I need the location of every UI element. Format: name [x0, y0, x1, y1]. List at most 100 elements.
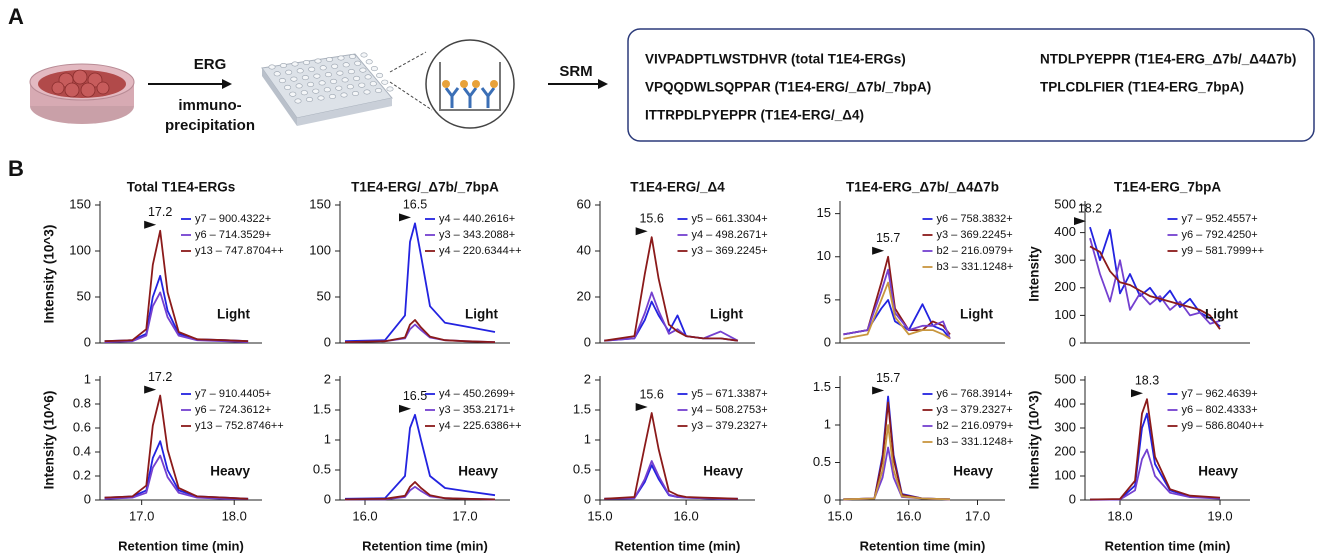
y-tick-label: 400: [1054, 395, 1076, 410]
y-tick-label: 2: [324, 371, 331, 386]
condition-label: Heavy: [210, 464, 250, 479]
x-axis-label: Retention time (min): [615, 538, 741, 553]
peak-arrow: [872, 386, 885, 395]
zoom-line: [389, 81, 433, 111]
peak-arrow: [144, 220, 157, 229]
well: [285, 69, 293, 75]
series-line: [344, 222, 496, 343]
peak-arrow: [1074, 217, 1086, 226]
legend-label: y4 – 220.6344++: [439, 245, 522, 257]
y-tick-label: 200: [1054, 443, 1076, 458]
y-tick-label: 1: [84, 371, 91, 386]
x-tick-label: 15.0: [587, 508, 612, 523]
x-tick-label: 18.0: [222, 508, 247, 523]
arrow-head: [598, 79, 608, 89]
peak-label: 15.6: [639, 387, 663, 401]
well: [340, 92, 348, 98]
y-tick-label: 0.5: [813, 454, 831, 469]
condition-label: Heavy: [953, 464, 993, 479]
condition-label: Heavy: [1198, 464, 1238, 479]
condition-label: Light: [465, 307, 498, 322]
series-line: [344, 481, 496, 501]
x-tick-label: 17.0: [452, 508, 477, 523]
legend-label: y6 – 724.3612+: [195, 404, 271, 416]
well: [347, 69, 355, 75]
legend-label: y7 – 900.4322+: [195, 213, 271, 225]
y-tick-label: 1.5: [313, 401, 331, 416]
well: [346, 84, 354, 90]
x-axis-label: Retention time (min): [1105, 538, 1231, 553]
y-tick-label: 100: [309, 242, 331, 257]
condition-label: Light: [1205, 307, 1238, 322]
series-line: [104, 394, 249, 500]
well: [323, 87, 331, 93]
y-tick-label: 0: [824, 491, 831, 506]
x-tick-label: 18.0: [1107, 508, 1132, 523]
x-tick-label: 16.0: [896, 508, 921, 523]
x-tick-label: 19.0: [1207, 508, 1232, 523]
condition-label: Light: [710, 307, 743, 322]
well: [279, 62, 287, 68]
peptide-box: [627, 28, 1315, 142]
well: [317, 95, 325, 101]
well: [273, 71, 281, 77]
peak-label: 18.2: [1078, 201, 1102, 215]
well: [300, 90, 308, 96]
well: [341, 77, 349, 83]
series-line: [604, 236, 738, 342]
y-tick-label: 100: [1054, 467, 1076, 482]
legend-label: y3 – 379.2327+: [937, 404, 1013, 416]
legend-label: y3 – 369.2245+: [692, 245, 768, 257]
well: [289, 91, 297, 97]
y-tick-label: 1.5: [573, 401, 591, 416]
y-tick-label: 10: [817, 248, 831, 263]
legend-label: y3 – 369.2245+: [937, 229, 1013, 241]
zoom-view: [425, 39, 515, 129]
legend-label: y5 – 671.3387+: [692, 388, 768, 400]
well: [308, 66, 316, 72]
well: [296, 68, 304, 74]
wells: [268, 52, 394, 104]
well: [369, 81, 377, 87]
y-tick-label: 1: [584, 431, 591, 446]
well: [335, 85, 343, 91]
y-tick-label: 20: [577, 288, 591, 303]
y-tick-label: 0.4: [73, 443, 91, 458]
peptide: NTDLPYEPPR (T1E4-ERG_Δ7b/_Δ4Δ7b): [1040, 52, 1296, 67]
peptide: TPLCDLFIER (T1E4-ERG_7bpA): [1040, 80, 1244, 95]
series-line: [104, 454, 249, 500]
y-tick-label: 2: [584, 371, 591, 386]
well: [294, 98, 302, 104]
legend-label: y4 – 498.2671+: [692, 229, 768, 241]
well: [342, 62, 350, 68]
x-tick-label: 17.0: [965, 508, 990, 523]
well: [328, 94, 336, 100]
legend-label: y6 – 714.3529+: [195, 229, 271, 241]
y-tick-label: 0.2: [73, 467, 91, 482]
peak-label: 15.7: [876, 231, 900, 245]
well: [291, 61, 299, 67]
legend-label: y6 – 792.4250+: [1182, 229, 1258, 241]
legend-label: y9 – 586.8040++: [1182, 420, 1265, 432]
legend-label: y4 – 440.2616+: [439, 213, 515, 225]
condition-label: Heavy: [703, 464, 743, 479]
y-tick-label: 300: [1054, 252, 1076, 267]
y-tick-label: 0: [84, 491, 91, 506]
chart-title: T1E4-ERG/_Δ4: [630, 180, 725, 195]
peak-arrow: [399, 213, 411, 222]
legend-label: y6 – 758.3832+: [937, 213, 1013, 225]
chart-title: T1E4-ERG/_Δ7b/_7bpA: [351, 180, 499, 195]
x-tick-label: 17.0: [129, 508, 154, 523]
y-tick-label: 0: [584, 491, 591, 506]
series-line: [1089, 245, 1221, 330]
well: [336, 70, 344, 76]
series-line: [344, 413, 496, 500]
well: [301, 75, 309, 81]
well: [381, 79, 389, 85]
condition-label: Light: [960, 307, 993, 322]
peak-label: 18.3: [1135, 373, 1159, 387]
legend-label: y7 – 952.4557+: [1182, 213, 1258, 225]
well: [318, 80, 326, 86]
condition-label: Light: [217, 307, 250, 322]
